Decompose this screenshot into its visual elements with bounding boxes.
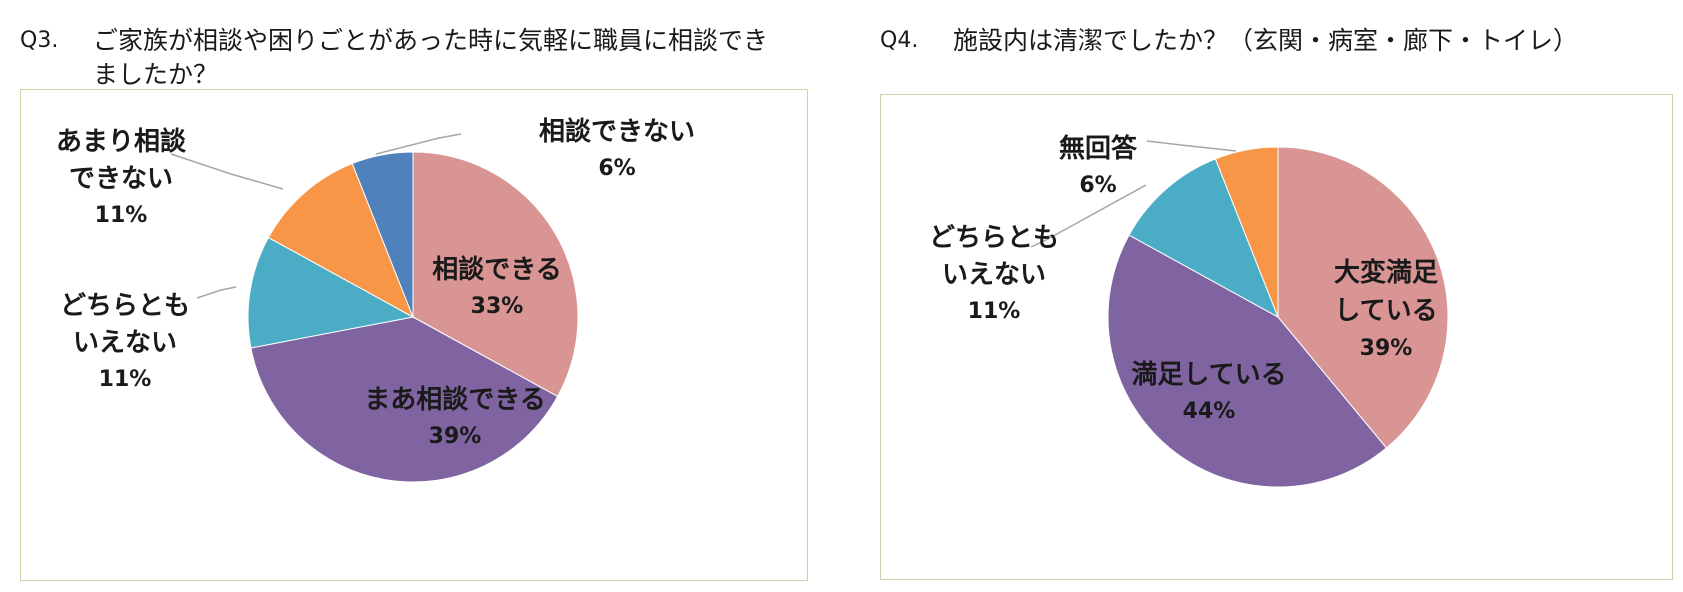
pie-slice bbox=[351, 151, 414, 318]
slice-percent-label: 6% bbox=[1079, 173, 1116, 198]
pie-slice bbox=[1128, 158, 1279, 319]
chart-frame-q4: 大変満足している 39% 満足している 44% どちらともいえない 11% 無回答 6% bbox=[880, 94, 1673, 580]
slice-label: 相談できない bbox=[539, 116, 695, 147]
chart-frame-q3: 相談できる 33% まあ相談できる 39% どちらともいえない 11% あまり相談できない 1… bbox=[20, 89, 808, 581]
pie-slice bbox=[1277, 146, 1449, 449]
question-text: 施設内は清潔でしたか？（玄関・病室・廊下・トイレ） bbox=[953, 26, 1579, 55]
question-number: Q4. bbox=[880, 28, 919, 53]
leader-line bbox=[375, 133, 462, 155]
leader-line bbox=[196, 286, 237, 299]
slice-label: いえない bbox=[73, 328, 177, 358]
slice-label: どちらとも bbox=[929, 223, 1059, 253]
slice-label: 無回答 bbox=[1059, 133, 1138, 164]
slice-label: できない bbox=[69, 164, 173, 194]
pie-slice bbox=[412, 151, 579, 398]
slice-label: どちらとも bbox=[60, 291, 190, 321]
slice-label: している bbox=[1334, 296, 1437, 326]
pie-slice bbox=[1107, 234, 1388, 488]
slice-percent-label: 11% bbox=[99, 367, 152, 392]
slice-percent-label: 39% bbox=[1360, 336, 1413, 361]
slice-percent-label: 33% bbox=[471, 294, 524, 319]
pie-slice bbox=[250, 316, 559, 483]
slice-percent-label: 44% bbox=[1183, 399, 1236, 424]
leader-line bbox=[1146, 140, 1237, 152]
question-text: ご家族が相談や困りごとがあった時に気軽に職員に相談でき ましたか？ bbox=[93, 26, 769, 89]
question-number: Q3. bbox=[20, 28, 59, 53]
leader-line bbox=[170, 153, 284, 190]
slice-label: あまり相談 bbox=[56, 126, 187, 157]
slice-percent-label: 39% bbox=[429, 424, 482, 449]
pie-slice bbox=[1214, 146, 1279, 318]
question-q3: Q3. ご家族が相談や困りごとがあった時に気軽に職員に相談でき ましたか？ bbox=[20, 24, 820, 94]
slice-percent-label: 11% bbox=[968, 299, 1021, 324]
slice-label: 満足している bbox=[1131, 360, 1286, 390]
leader-line bbox=[1030, 184, 1147, 248]
slice-label: 大変満足 bbox=[1334, 257, 1438, 288]
pie-slice bbox=[267, 162, 414, 319]
slice-percent-label: 11% bbox=[95, 203, 148, 228]
slice-label: いえない bbox=[942, 260, 1046, 290]
slice-percent-label: 6% bbox=[598, 156, 635, 181]
slice-label: まあ相談できる bbox=[364, 384, 545, 415]
pie-slice bbox=[247, 236, 415, 349]
slice-label: 相談できる bbox=[432, 254, 561, 285]
question-q4: Q4. 施設内は清潔でしたか？（玄関・病室・廊下・トイレ） bbox=[880, 24, 1680, 64]
